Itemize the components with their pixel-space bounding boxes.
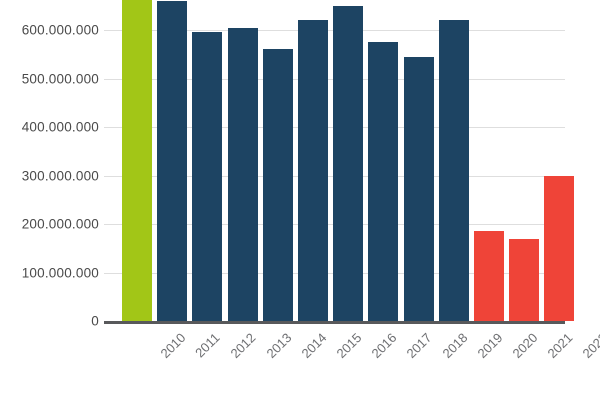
y-axis-tick-label: 0 xyxy=(91,313,99,329)
plot-area xyxy=(104,0,575,322)
y-axis-tick-label: 100.000.000 xyxy=(21,265,99,280)
bar-2016[interactable] xyxy=(333,5,364,321)
y-axis-tick-label: 600.000.000 xyxy=(21,22,99,38)
bar-2013[interactable] xyxy=(227,27,258,321)
bar-series xyxy=(104,0,575,321)
x-axis-tick-label-2017: 2017 xyxy=(403,330,435,362)
x-axis-line xyxy=(104,321,565,324)
bar-2010[interactable] xyxy=(122,0,152,321)
bar-2015[interactable] xyxy=(298,20,328,321)
bar-2017[interactable] xyxy=(368,42,399,321)
x-axis-tick-label-2014: 2014 xyxy=(298,330,330,362)
x-axis-tick-label-2021: 2021 xyxy=(544,330,576,362)
x-axis-tick-label-2010: 2010 xyxy=(157,330,189,362)
x-axis-tick-label-2015: 2015 xyxy=(333,330,365,362)
y-axis-tick-label: 400.000.000 xyxy=(21,119,99,135)
x-axis-tick-label-2019: 2019 xyxy=(474,330,506,362)
bar-2021[interactable] xyxy=(509,238,540,321)
bar-2022[interactable] xyxy=(544,175,575,321)
x-axis-tick-label-2022: 2022 xyxy=(579,330,600,362)
x-axis-tick-label-2012: 2012 xyxy=(227,330,259,362)
bar-2018[interactable] xyxy=(403,56,434,321)
y-axis-tick-labels: 0 100.000.000 200.000.000 300.000.000 400.00… xyxy=(0,0,99,329)
x-axis-tick-label-2020: 2020 xyxy=(509,330,541,362)
x-axis-tick-labels: 2010 2011 2012 2013 2014 2015 2016 2017 2018 2019… xyxy=(104,324,600,384)
x-axis-tick-label-2013: 2013 xyxy=(263,330,295,362)
y-axis-tick-label: 200.000.000 xyxy=(21,216,99,232)
x-axis-tick-label-2011: 2011 xyxy=(192,330,223,361)
bar-2012[interactable] xyxy=(192,32,223,321)
y-axis-tick-label: 500.000.000 xyxy=(21,71,99,86)
bar-2020[interactable] xyxy=(474,231,504,321)
y-axis-tick-label: 300.000.000 xyxy=(21,168,99,183)
bar-2019[interactable] xyxy=(438,20,469,321)
bar-2011[interactable] xyxy=(157,0,188,321)
x-axis-tick-label-2016: 2016 xyxy=(368,330,400,362)
bar-2014[interactable] xyxy=(262,49,293,321)
x-axis-tick-label-2018: 2018 xyxy=(439,330,471,362)
